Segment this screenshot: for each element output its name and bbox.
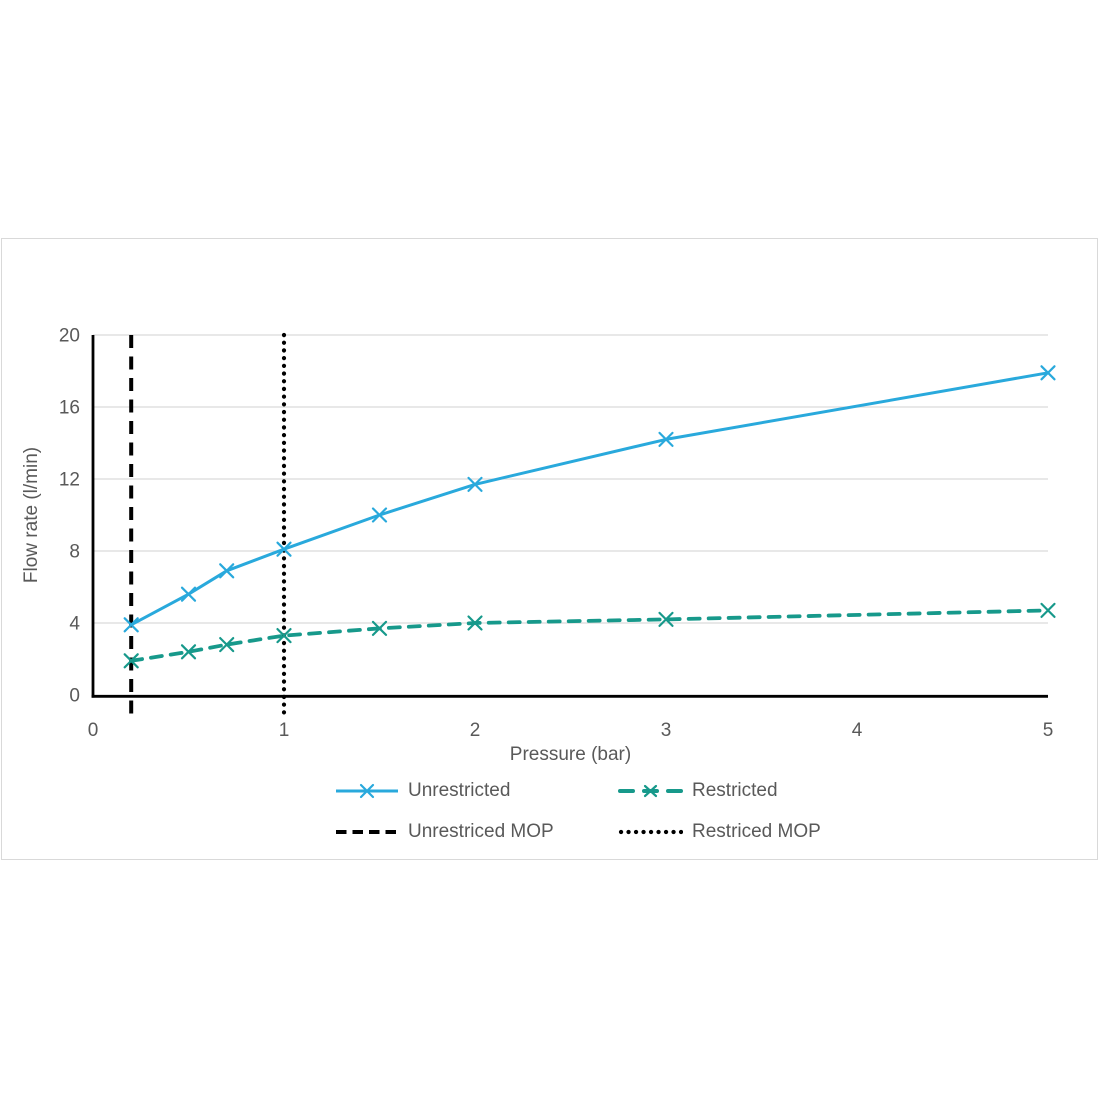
legend-label-unrestriced-mop: Unrestriced MOP — [408, 821, 554, 842]
svg-text:1: 1 — [279, 720, 290, 741]
x-axis-title: Pressure (bar) — [509, 744, 632, 765]
restricted-line-icon — [618, 784, 683, 798]
series-restricted — [123, 602, 1056, 669]
legend-item-unrestricted: Unrestricted — [335, 780, 510, 802]
svg-text:2: 2 — [470, 720, 481, 741]
svg-text:20: 20 — [59, 326, 80, 347]
svg-text:16: 16 — [59, 398, 80, 419]
axes — [91, 335, 1048, 698]
y-axis-title: Flow rate (l/min) — [21, 446, 42, 584]
series-markers-unrestricted — [123, 365, 1056, 633]
legend-label-unrestricted: Unrestricted — [408, 780, 511, 801]
legend-item-unrestriced-mop: Unrestriced MOP — [335, 821, 554, 843]
svg-text:4: 4 — [69, 614, 80, 635]
legend-item-restricted: Restricted — [618, 780, 778, 802]
series-unrestricted — [123, 365, 1056, 633]
legend-label-restriced-mop: Restriced MOP — [692, 821, 821, 842]
svg-text:5: 5 — [1043, 720, 1054, 741]
svg-text:3: 3 — [661, 720, 672, 741]
chart-container: 0 4 8 12 16 20 0 1 2 3 4 5 Pressure (bar) Flow rate… — [1, 238, 1098, 860]
svg-text:12: 12 — [59, 470, 80, 491]
svg-text:0: 0 — [88, 720, 99, 741]
svg-text:8: 8 — [69, 542, 80, 563]
series-markers-restricted — [123, 602, 1056, 669]
legend-item-restriced-mop: Restriced MOP — [618, 821, 821, 843]
dashed-line-icon — [336, 830, 398, 834]
svg-text:4: 4 — [852, 720, 863, 741]
legend-label-restricted: Restricted — [692, 780, 778, 801]
dotted-line-icon — [618, 829, 683, 835]
unrestricted-line-icon — [336, 783, 398, 799]
svg-text:0: 0 — [69, 686, 80, 707]
gridlines — [93, 334, 1048, 624]
mop-vlines — [129, 332, 287, 721]
